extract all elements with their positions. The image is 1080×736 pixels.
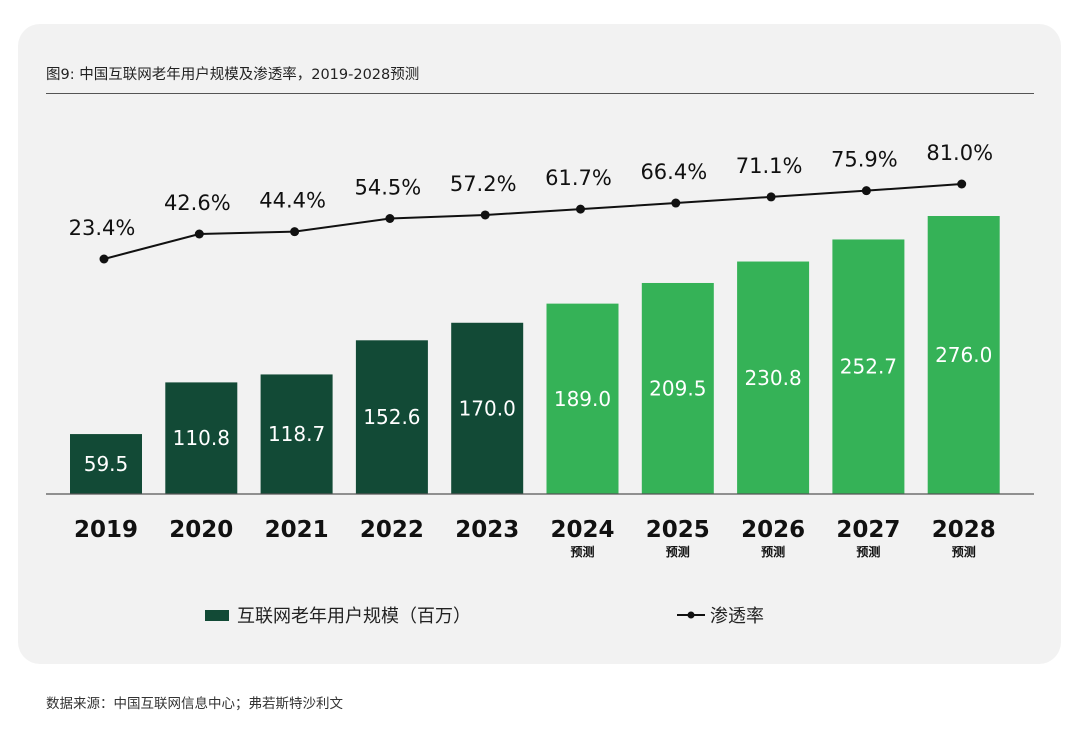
x-tick-sublabel-2024: 预测 bbox=[570, 544, 594, 559]
bar-2028 bbox=[927, 216, 1000, 494]
bar-value-label-2024: 189.0 bbox=[554, 387, 611, 411]
penetration-point-2020 bbox=[194, 229, 204, 239]
penetration-label-2021: 44.4% bbox=[259, 189, 326, 213]
penetration-label-2026: 71.1% bbox=[736, 154, 803, 178]
x-tick-label-2020: 2020 bbox=[169, 517, 233, 543]
x-tick-label-2025: 2025 bbox=[646, 517, 710, 543]
penetration-point-2028 bbox=[957, 179, 967, 189]
bar-2025 bbox=[641, 282, 714, 494]
x-tick-sublabel-2027: 预测 bbox=[856, 544, 880, 559]
legend-swatch-users bbox=[205, 609, 229, 621]
bar-2027 bbox=[832, 239, 905, 494]
penetration-label-2020: 42.6% bbox=[164, 191, 231, 215]
penetration-point-2025 bbox=[671, 198, 681, 208]
penetration-label-2022: 54.5% bbox=[355, 176, 422, 200]
bar-2019 bbox=[70, 434, 142, 494]
bar-2024 bbox=[546, 303, 619, 494]
bar-value-label-2021: 118.7 bbox=[268, 422, 325, 446]
penetration-point-2024 bbox=[576, 204, 585, 214]
x-tick-sublabel-2026: 预测 bbox=[761, 544, 785, 559]
bar-2022 bbox=[355, 340, 428, 494]
penetration-label-2023: 57.2% bbox=[450, 172, 517, 196]
bar-value-label-2020: 110.8 bbox=[173, 426, 230, 450]
legend-label-penetration: 渗透率 bbox=[710, 606, 764, 627]
penetration-point-2021 bbox=[290, 227, 300, 237]
bar-value-label-2026: 230.8 bbox=[744, 366, 801, 390]
penetration-point-2027 bbox=[861, 186, 871, 196]
bar-2023 bbox=[451, 322, 524, 494]
x-tick-label-2021: 2021 bbox=[265, 517, 329, 543]
penetration-point-2023 bbox=[480, 210, 490, 220]
chart-title: 图9: 中国互联网老年用户规模及渗透率，2019-2028预测 bbox=[46, 67, 420, 83]
bar-value-label-2023: 170.0 bbox=[459, 396, 516, 420]
bar-2020 bbox=[165, 382, 238, 494]
legend-item-users: 互联网老年用户规模（百万） bbox=[205, 603, 471, 627]
penetration-label-2025: 66.4% bbox=[640, 160, 707, 184]
penetration-label-2028: 81.0% bbox=[926, 141, 993, 165]
bar-value-label-2027: 252.7 bbox=[840, 355, 897, 379]
x-tick-label-2028: 2028 bbox=[932, 517, 996, 543]
penetration-line bbox=[103, 183, 962, 260]
penetration-point-2026 bbox=[766, 192, 776, 202]
x-tick-label-2023: 2023 bbox=[455, 517, 519, 543]
penetration-point-2019 bbox=[99, 254, 109, 264]
x-tick-label-2019: 2019 bbox=[74, 517, 138, 543]
legend-label-users: 互联网老年用户规模（百万） bbox=[237, 606, 471, 627]
penetration-label-2024: 61.7% bbox=[545, 166, 612, 190]
x-tick-label-2026: 2026 bbox=[741, 517, 805, 543]
legend-item-penetration: 渗透率 bbox=[676, 603, 764, 627]
bar-2026 bbox=[737, 261, 810, 494]
x-tick-label-2022: 2022 bbox=[360, 517, 424, 543]
x-tick-label-2024: 2024 bbox=[550, 517, 614, 543]
legend-line-icon bbox=[677, 611, 705, 619]
title-divider bbox=[46, 93, 1034, 94]
bar-value-label-2025: 209.5 bbox=[649, 376, 706, 400]
bar-value-label-2019: 59.5 bbox=[84, 452, 129, 476]
x-tick-sublabel-2025: 预测 bbox=[666, 544, 690, 559]
penetration-label-2019: 23.4% bbox=[69, 216, 136, 240]
bar-value-label-2028: 276.0 bbox=[935, 343, 992, 367]
bar-2021 bbox=[260, 374, 333, 494]
penetration-label-2027: 75.9% bbox=[831, 148, 898, 172]
x-tick-label-2027: 2027 bbox=[836, 517, 900, 543]
x-tick-sublabel-2028: 预测 bbox=[952, 544, 976, 559]
source-note: 数据来源：中国互联网信息中心；弗若斯特沙利文 bbox=[46, 696, 343, 712]
penetration-point-2022 bbox=[385, 214, 395, 224]
bar-value-label-2022: 152.6 bbox=[363, 405, 420, 429]
